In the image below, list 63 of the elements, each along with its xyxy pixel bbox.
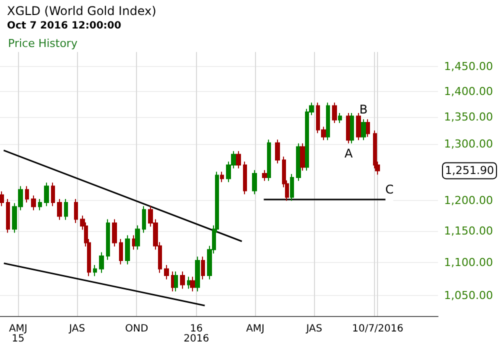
candlestick <box>366 118 370 138</box>
x-tick-label: OND <box>125 324 149 334</box>
candlestick <box>74 198 78 224</box>
candlestick <box>119 238 123 265</box>
candlestick <box>190 276 195 292</box>
y-tick-label: 1,050.00 <box>444 288 493 302</box>
candlestick <box>106 218 110 260</box>
candlestick <box>220 171 224 183</box>
candlestick <box>180 271 185 290</box>
candlestick <box>6 198 10 234</box>
x-tick-label: JAS <box>305 324 322 334</box>
candlestick <box>38 198 42 211</box>
candlestick <box>135 224 140 250</box>
y-tick-label: 1,150.00 <box>444 224 493 238</box>
annotation: B <box>359 102 368 116</box>
candlestick <box>0 190 4 207</box>
annotation: A <box>344 146 354 160</box>
candlestick <box>356 112 361 141</box>
candlestick <box>99 252 104 274</box>
x-tick-label: AMJ <box>246 324 264 334</box>
y-tick-label: 1,100.00 <box>444 256 493 269</box>
y-tick-label: 1,400.00 <box>444 84 493 98</box>
candlestick <box>31 194 36 211</box>
candlestick <box>332 102 337 124</box>
text: Price History <box>8 37 78 50</box>
candlestick <box>57 198 62 220</box>
candlestick <box>51 182 55 207</box>
text: 1,251.90 <box>445 164 494 178</box>
y-tick-label: 1,450.00 <box>444 60 493 74</box>
candlestick <box>44 182 49 207</box>
candlestick <box>243 161 247 195</box>
candlestick <box>236 150 241 169</box>
x-tick-label: JAS <box>68 324 86 334</box>
candlestick <box>338 112 342 124</box>
candlestick <box>164 264 169 280</box>
candlestick <box>262 170 267 182</box>
candlestick <box>267 139 271 182</box>
y-tick-label: 1,200.00 <box>444 194 493 208</box>
candlestick <box>326 102 330 141</box>
x-tick-label: 10/7/2016 <box>352 324 404 334</box>
candlestick <box>142 206 146 234</box>
chart-title: XGLD (World Gold Index) <box>7 4 156 18</box>
candlestick <box>201 256 205 280</box>
candlestick <box>361 118 366 141</box>
candlestick <box>195 256 200 292</box>
candlestick <box>125 234 130 265</box>
y-tick-label: 1,300.00 <box>444 137 493 150</box>
candlestick <box>290 174 294 202</box>
candlestick <box>93 264 97 277</box>
candlestick <box>112 218 117 248</box>
x-tick-label: AMJ 15 <box>8 324 28 344</box>
candlestick <box>275 139 280 164</box>
candlestick <box>174 271 178 292</box>
candlestick <box>25 186 29 204</box>
candlestick <box>300 142 305 172</box>
candlestick <box>350 112 354 144</box>
y-tick-label: 1,350.00 <box>444 110 493 124</box>
annotation: C <box>385 182 394 197</box>
candlestick <box>187 276 191 290</box>
candlestick <box>252 170 257 195</box>
x-tick-label: 16 2016 <box>184 324 210 344</box>
candlestick <box>64 198 68 220</box>
chart-subtitle: Oct 7 2016 12:00:00 <box>7 20 122 32</box>
